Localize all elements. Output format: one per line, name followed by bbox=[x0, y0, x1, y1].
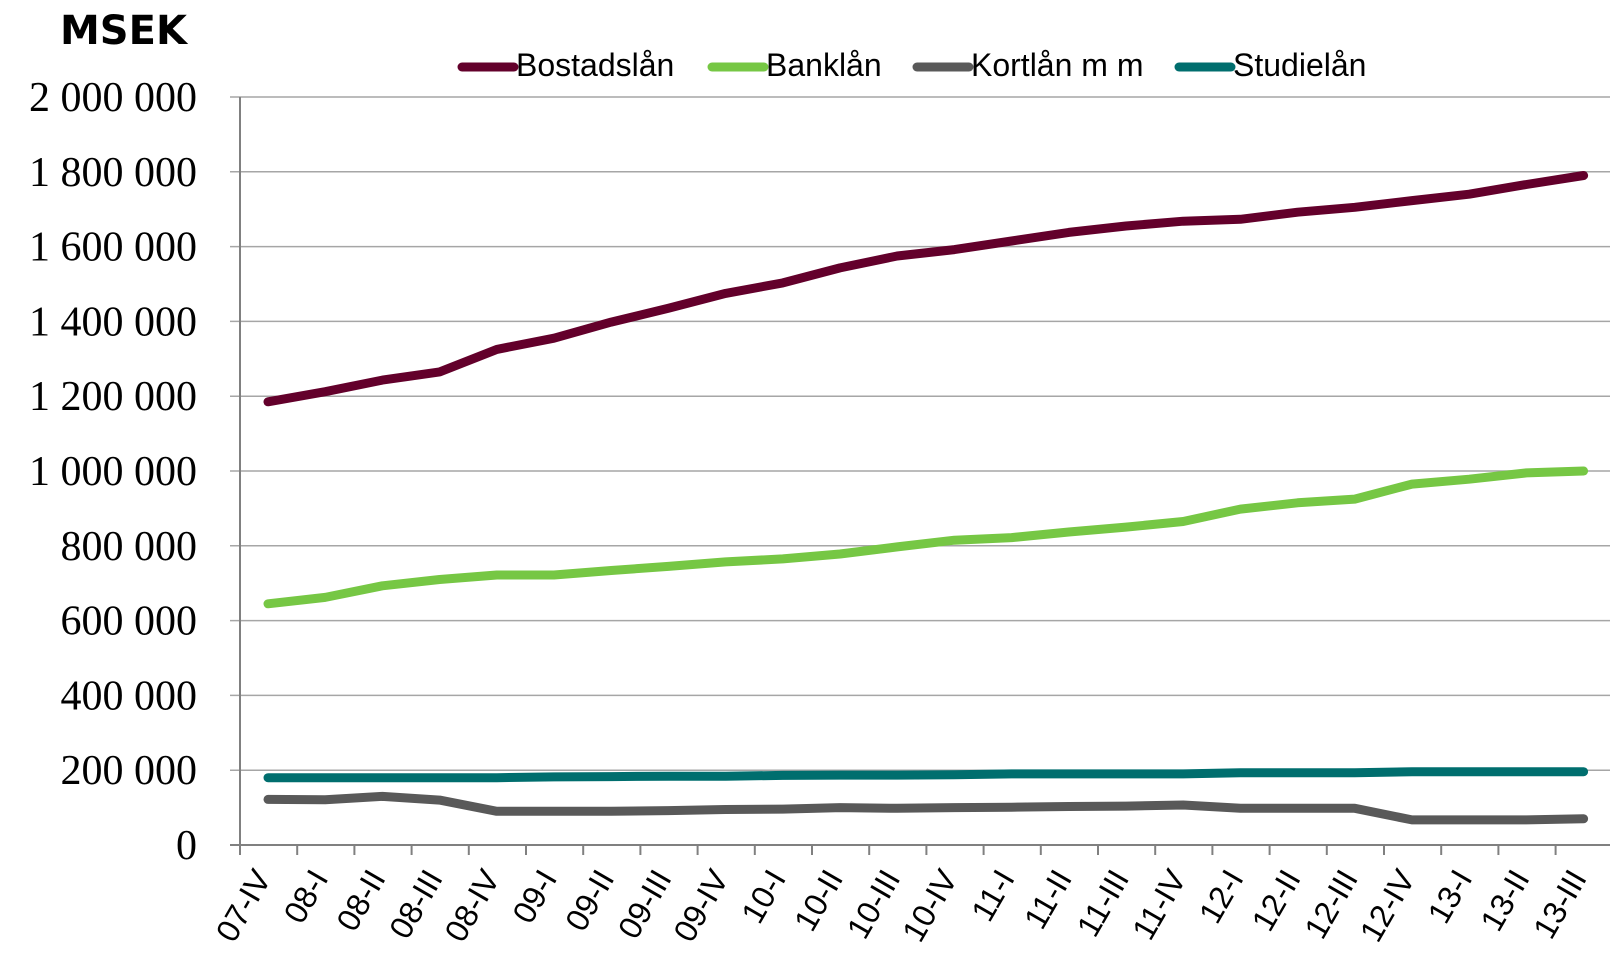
unit-label: MSEK bbox=[60, 8, 189, 54]
y-tick-label: 800 000 bbox=[61, 524, 198, 570]
y-tick-label: 1 400 000 bbox=[29, 299, 197, 345]
x-tick-label: 09-III bbox=[611, 864, 679, 945]
x-tick-label: 08-IV bbox=[437, 863, 507, 948]
legend-label: Studielån bbox=[1233, 47, 1366, 83]
y-axis-ticks: 0 200 000 400 000 600 000 800 000 1 000 000 1 … bbox=[29, 75, 197, 869]
series-line bbox=[263, 791, 1589, 825]
y-tick-label: 0 bbox=[176, 823, 197, 869]
gridlines bbox=[230, 96, 1610, 771]
legend-label: Banklån bbox=[766, 47, 882, 83]
series-line bbox=[263, 767, 1589, 783]
series-line bbox=[263, 466, 1589, 609]
x-tick-label: 12-III bbox=[1297, 864, 1365, 945]
y-tick-label: 2 000 000 bbox=[29, 75, 197, 121]
legend-label: Kortlån m m bbox=[971, 47, 1143, 83]
y-tick-label: 1 800 000 bbox=[29, 150, 197, 196]
y-tick-label: 400 000 bbox=[61, 673, 198, 719]
x-tick-label: 09-I bbox=[505, 864, 564, 930]
series-line bbox=[263, 171, 1589, 407]
x-axis: 07-IV08-I08-II08-III08-IV09-I09-II09-III… bbox=[209, 97, 1610, 948]
x-tick-label: 10-IV bbox=[895, 863, 965, 948]
x-tick-label: 13-III bbox=[1526, 864, 1594, 945]
x-tick-label: 10-I bbox=[734, 864, 793, 930]
y-tick-label: 1 200 000 bbox=[29, 374, 197, 420]
series-lines bbox=[263, 171, 1589, 825]
x-tick-label: 10-III bbox=[840, 864, 908, 945]
x-tick-label: 09-IV bbox=[666, 863, 736, 948]
x-tick-label: 11-IV bbox=[1125, 863, 1194, 946]
x-tick-label: 11-III bbox=[1070, 864, 1136, 943]
y-tick-label: 1 000 000 bbox=[29, 449, 197, 495]
y-tick-label: 1 600 000 bbox=[29, 225, 197, 271]
x-tick-label: 11-I bbox=[964, 864, 1022, 928]
legend-label: Bostadslån bbox=[516, 47, 674, 83]
x-tick-label: 13-I bbox=[1421, 864, 1480, 930]
x-tick-label: 12-IV bbox=[1353, 863, 1423, 948]
y-tick-label: 600 000 bbox=[61, 599, 198, 645]
x-tick-label: 08-III bbox=[382, 864, 450, 945]
y-tick-label: 200 000 bbox=[61, 748, 198, 794]
legend: Bostadslån Banklån Kortlån m m Studielån bbox=[457, 47, 1366, 83]
x-tick-label: 08-I bbox=[277, 864, 336, 930]
x-tick-label: 12-I bbox=[1192, 864, 1251, 930]
x-tick-label: 07-IV bbox=[209, 863, 279, 948]
